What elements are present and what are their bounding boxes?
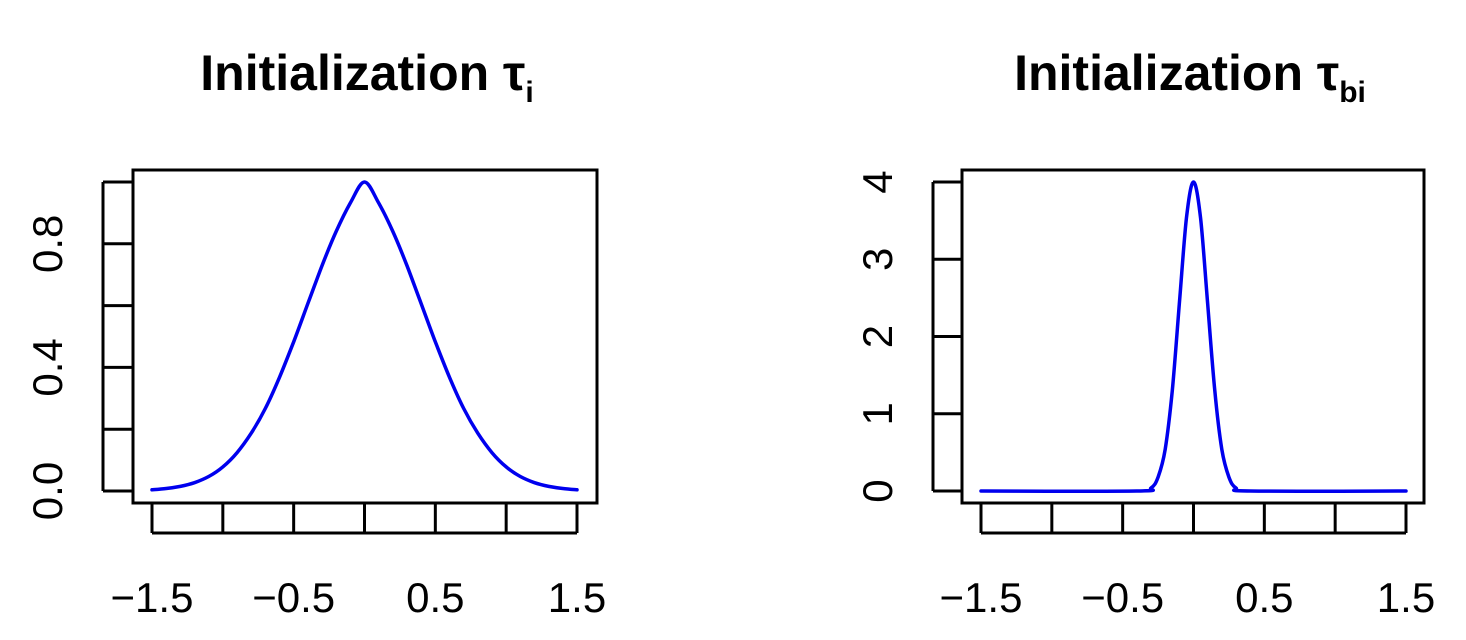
density-curve-right (979, 180, 1408, 493)
y-tick-label-right-1: 1 (854, 402, 901, 425)
x-tick-label-right-6: 1.5 (1377, 574, 1435, 621)
density-curve-left (150, 180, 579, 492)
chart-title-right: Initialization τbi (1014, 45, 1366, 109)
chart-title-left-main: Initialization τ (200, 45, 525, 101)
x-tick-label-right-0: −1.5 (940, 574, 1023, 621)
chart-title-right-subscript: bi (1339, 76, 1366, 109)
y-tick-label-right-3: 3 (854, 248, 901, 271)
y-tick-label-left-2: 0.4 (24, 338, 71, 396)
y-tick-label-left-0: 0.0 (24, 462, 71, 520)
x-tick-label-right-2: −0.5 (1081, 574, 1164, 621)
chart-title-left: Initialization τi (200, 45, 533, 109)
y-tick-label-right-2: 2 (854, 325, 901, 348)
x-tick-label-left-2: −0.5 (252, 574, 335, 621)
plot-area-left (131, 168, 599, 505)
chart-panel-right: Initialization τbi 0 1 2 3 4 −1.5 −0.5 0.5 1.5 (854, 45, 1435, 621)
marks-left: 0.0 0.4 0.8 −1.5 −0.5 0.5 1.5 (24, 180, 606, 621)
x-tick-label-left-4: 0.5 (406, 574, 464, 621)
y-tick-label-right-4: 4 (854, 170, 901, 193)
chart-panel-left: Initialization τi 0.0 0.4 0.8 −1.5 −0.5 0.5 1.… (24, 45, 606, 621)
marks-right: 0 1 2 3 4 −1.5 −0.5 0.5 1.5 (854, 170, 1435, 621)
y-tick-label-left-4: 0.8 (24, 215, 71, 273)
y-tick-label-right-0: 0 (854, 479, 901, 502)
chart-title-right-main: Initialization τ (1014, 45, 1339, 101)
x-tick-label-left-0: −1.5 (111, 574, 194, 621)
plot-area-right (960, 168, 1426, 505)
x-tick-label-left-6: 1.5 (548, 574, 606, 621)
chart-title-left-subscript: i (525, 76, 533, 109)
x-tick-label-right-4: 0.5 (1235, 574, 1293, 621)
